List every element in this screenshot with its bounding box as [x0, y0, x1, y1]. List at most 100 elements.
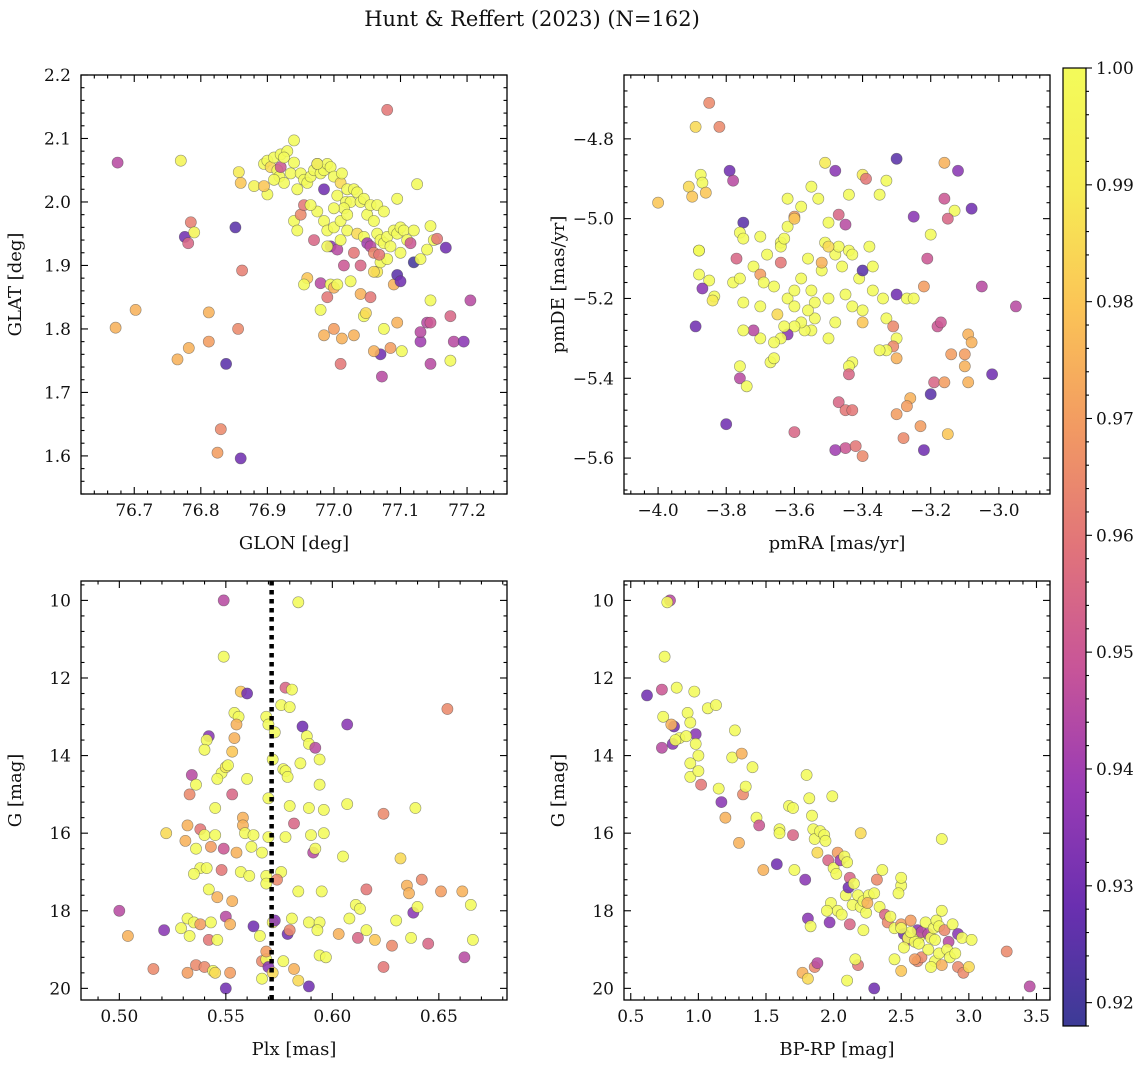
data-point: [895, 965, 908, 977]
data-point: [952, 164, 964, 177]
data-point: [327, 202, 340, 215]
data-point: [217, 650, 230, 663]
data-point: [341, 798, 354, 810]
data-point: [424, 357, 437, 370]
data-point: [435, 885, 447, 898]
data-point: [890, 288, 903, 301]
data-point: [319, 951, 332, 964]
data-point: [224, 918, 236, 931]
data-point: [283, 924, 296, 937]
data-point: [183, 788, 196, 801]
y-tick-label: 1.7: [44, 383, 71, 403]
data-point: [354, 288, 367, 300]
data-point: [341, 208, 354, 221]
data-point: [819, 156, 831, 169]
data-point: [421, 243, 433, 256]
data-point: [411, 901, 424, 913]
data-point: [656, 683, 668, 696]
data-point: [799, 873, 812, 886]
data-point: [147, 963, 160, 975]
data-point: [830, 868, 843, 880]
data-point: [773, 827, 786, 840]
data-point: [209, 802, 222, 814]
data-point: [822, 240, 835, 253]
data-point: [182, 237, 195, 250]
data-point: [912, 937, 925, 950]
data-point: [962, 376, 975, 389]
data-point: [188, 226, 201, 239]
data-point: [866, 284, 879, 297]
data-point: [226, 788, 239, 801]
data-point: [298, 278, 310, 291]
x-axis-label: Plx [mas]: [252, 1039, 337, 1060]
data-point: [343, 912, 356, 925]
data-point: [846, 248, 859, 261]
y-tick-label: 14: [592, 747, 614, 767]
data-point: [768, 280, 780, 293]
data-points: [652, 97, 1022, 462]
data-point: [284, 167, 297, 180]
x-tick-label: 0.5: [617, 1007, 644, 1027]
y-axis-label: G [mag]: [548, 754, 569, 827]
x-tick-label: −4.0: [637, 501, 678, 521]
data-point: [407, 224, 420, 237]
data-point: [737, 296, 750, 309]
data-point: [710, 699, 722, 711]
data-point: [464, 294, 477, 307]
data-point: [198, 743, 211, 756]
data-point: [386, 939, 398, 952]
data-point: [390, 914, 403, 927]
panel-parallax-magnitude: 0.50 0.55 0.60 0.65 10 12 14 16 18 20 Plx [mas] G […: [5, 580, 508, 1060]
data-point: [695, 778, 707, 791]
y-axis-label: G [mag]: [5, 754, 26, 827]
data-point: [129, 303, 142, 316]
x-tick-label: 2.5: [888, 1007, 915, 1027]
data-point: [335, 167, 348, 180]
data-point: [327, 322, 340, 335]
data-point: [795, 272, 808, 285]
data-point: [693, 244, 705, 257]
y-tick-label: −5.2: [573, 289, 614, 309]
x-tick-label: −3.6: [774, 501, 815, 521]
data-point: [778, 232, 791, 245]
data-point: [181, 819, 194, 832]
data-point: [187, 868, 200, 880]
data-point: [696, 176, 709, 189]
data-point: [395, 345, 408, 358]
y-tick-label: 1.8: [44, 320, 71, 340]
data-point: [405, 932, 417, 944]
data-point: [367, 215, 380, 227]
data-point: [963, 961, 975, 973]
data-point: [314, 277, 327, 290]
data-point: [111, 156, 124, 169]
data-point: [730, 252, 743, 265]
data-point: [715, 796, 728, 808]
data-point: [692, 765, 705, 777]
data-point: [880, 174, 893, 187]
data-point: [202, 306, 215, 319]
data-point: [248, 180, 260, 192]
data-point: [381, 104, 394, 116]
data-point: [456, 885, 469, 898]
data-point: [337, 850, 349, 863]
data-point: [670, 681, 683, 694]
data-point: [291, 224, 304, 237]
data-point: [194, 918, 207, 931]
data-point: [819, 835, 832, 847]
data-point: [890, 152, 903, 165]
data-point: [898, 941, 910, 954]
data-point: [211, 891, 224, 904]
data-point: [652, 196, 664, 209]
data-point: [768, 352, 780, 365]
data-point: [832, 208, 845, 221]
data-point: [861, 897, 874, 909]
data-point: [712, 782, 725, 795]
data-point: [880, 312, 893, 325]
data-point: [941, 428, 954, 440]
x-tick-label: 0.60: [313, 1007, 351, 1027]
data-point: [217, 594, 230, 607]
data-point: [821, 904, 833, 917]
data-point: [839, 218, 852, 231]
x-tick-label: 2.0: [820, 1007, 847, 1027]
data-point: [236, 264, 248, 277]
